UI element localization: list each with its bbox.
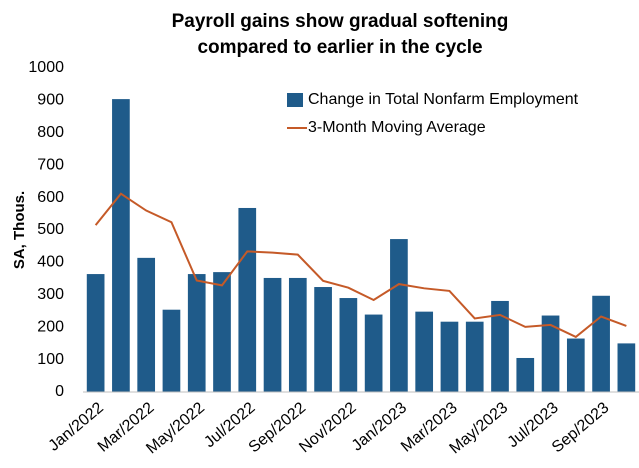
bar (339, 298, 358, 392)
legend-label: 3-Month Moving Average (308, 119, 486, 136)
bar (314, 287, 332, 392)
bar (187, 274, 206, 392)
bar (162, 309, 181, 392)
bar (288, 277, 307, 392)
bar (592, 295, 610, 392)
chart-title: compared to earlier in the cycle (197, 37, 482, 58)
bar (566, 338, 585, 392)
bar (263, 277, 282, 392)
y-tick-label: 200 (37, 318, 64, 335)
legend-swatch (287, 93, 303, 107)
x-tick-label: Nov/2022 (296, 399, 359, 456)
legend-label: Change in Total Nonfarm Employment (308, 91, 579, 108)
bar (617, 343, 636, 392)
y-tick-label: 400 (37, 254, 64, 271)
bar (465, 321, 484, 392)
y-tick-label: 800 (37, 124, 64, 141)
bar (213, 272, 231, 392)
bar (491, 300, 509, 392)
bar (238, 207, 257, 392)
y-tick-label: 500 (37, 221, 64, 238)
bar (86, 274, 105, 392)
bar (516, 357, 535, 392)
bar (440, 321, 459, 392)
x-tick-label: Sep/2023 (549, 399, 612, 456)
chart-title: Payroll gains show gradual softening (172, 11, 509, 32)
bar (137, 257, 156, 392)
line (94, 192, 627, 339)
y-tick-label: 0 (55, 383, 64, 400)
bar (415, 311, 434, 392)
y-tick-label: 900 (37, 92, 64, 109)
y-tick-label: 1000 (28, 59, 64, 76)
y-tick-label: 100 (37, 351, 64, 368)
bar (364, 314, 383, 392)
bar (390, 239, 408, 392)
y-tick-label: 600 (37, 189, 64, 206)
bar (541, 315, 560, 392)
y-axis-label: SA, Thous. (11, 191, 28, 269)
y-tick-label: 300 (37, 286, 64, 303)
bar (112, 99, 130, 392)
y-tick-label: 700 (37, 156, 64, 173)
